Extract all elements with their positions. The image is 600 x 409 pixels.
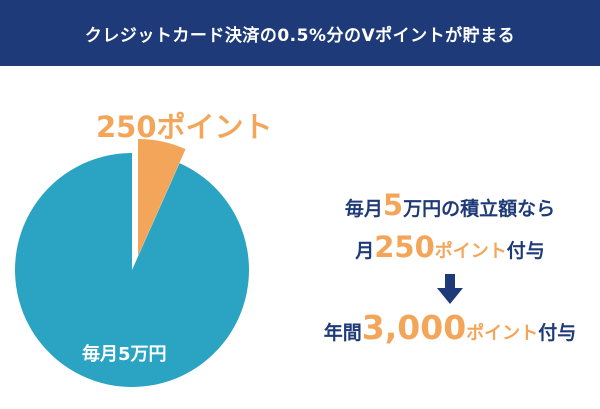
arrow-down-icon (437, 273, 463, 304)
annual-points-number: 3,000 (361, 307, 467, 347)
monthly-points-number: 250 (374, 229, 435, 264)
banner: クレジットカード決済の0.5%分のVポイントが貯まる (0, 0, 600, 66)
banner-title: クレジットカード決済の0.5%分のVポイントが貯まる (84, 25, 516, 46)
info-line-monthly-points: 月250ポイント付与 (355, 229, 545, 264)
pie-slice-main (14, 152, 249, 387)
amount-number: 5 (382, 188, 404, 222)
pie-label-main: 毎月5万円 (82, 344, 167, 365)
info-line-annual-points: 年間3,000ポイント付与 (323, 307, 577, 347)
info-line-monthly-amount: 毎月5万円の積立額なら (344, 188, 556, 222)
info-panel: 毎月5万円の積立額なら 月250ポイント付与 年間3,000ポイント付与 (300, 188, 600, 347)
pie-slice-points (138, 139, 186, 256)
pie-label-points: 250ポイント (96, 110, 273, 144)
